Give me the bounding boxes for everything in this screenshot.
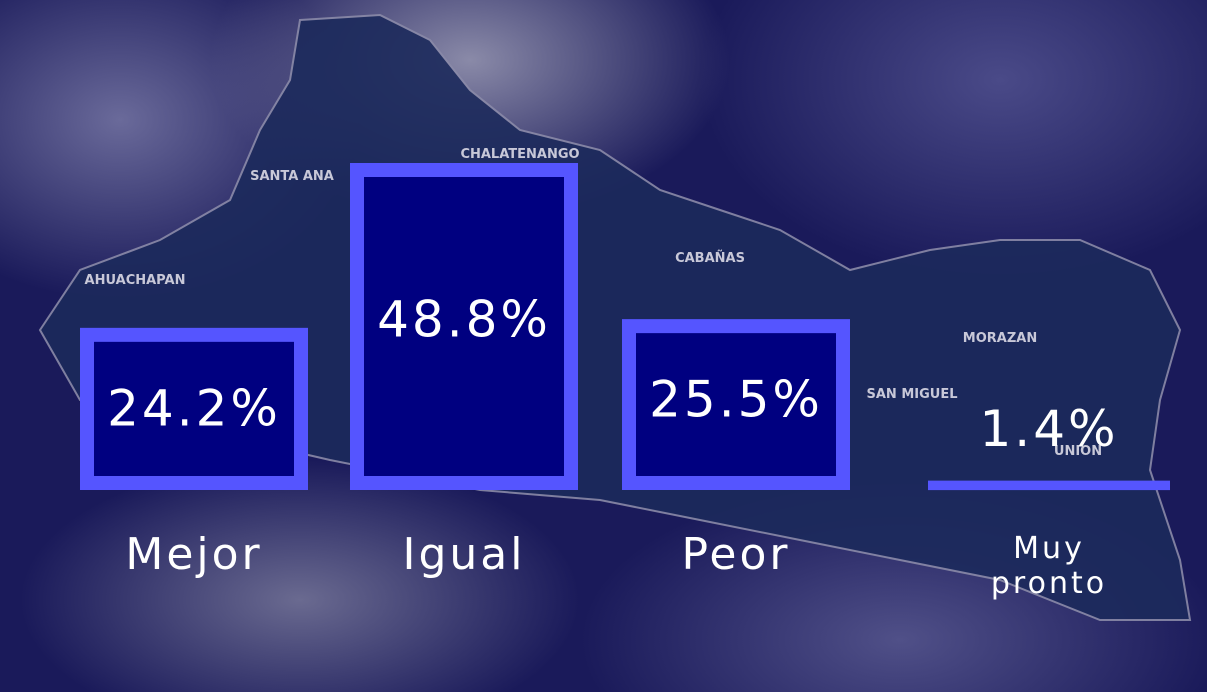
value-label: 24.2% <box>107 379 281 437</box>
map-label: CHALATENANGO <box>460 147 579 162</box>
category-label: Muy pronto <box>974 532 1124 601</box>
category-label: Peor <box>606 530 866 581</box>
map-label: AHUACHAPAN <box>85 273 186 288</box>
map-label: MORAZAN <box>963 331 1037 346</box>
category-label: Mejor <box>64 530 324 581</box>
value-label: 25.5% <box>649 371 823 429</box>
value-label: 1.4% <box>979 400 1118 458</box>
value-label: 48.8% <box>377 291 551 349</box>
map-label: SANTA ANA <box>250 169 334 184</box>
map-label: SAN MIGUEL <box>867 387 958 402</box>
category-label: Igual <box>334 530 594 581</box>
slide: SANTA ANA CHALATENANGO AHUACHAPAN CABAÑAS MO… <box>0 0 1207 692</box>
map-label: CABAÑAS <box>675 250 745 266</box>
